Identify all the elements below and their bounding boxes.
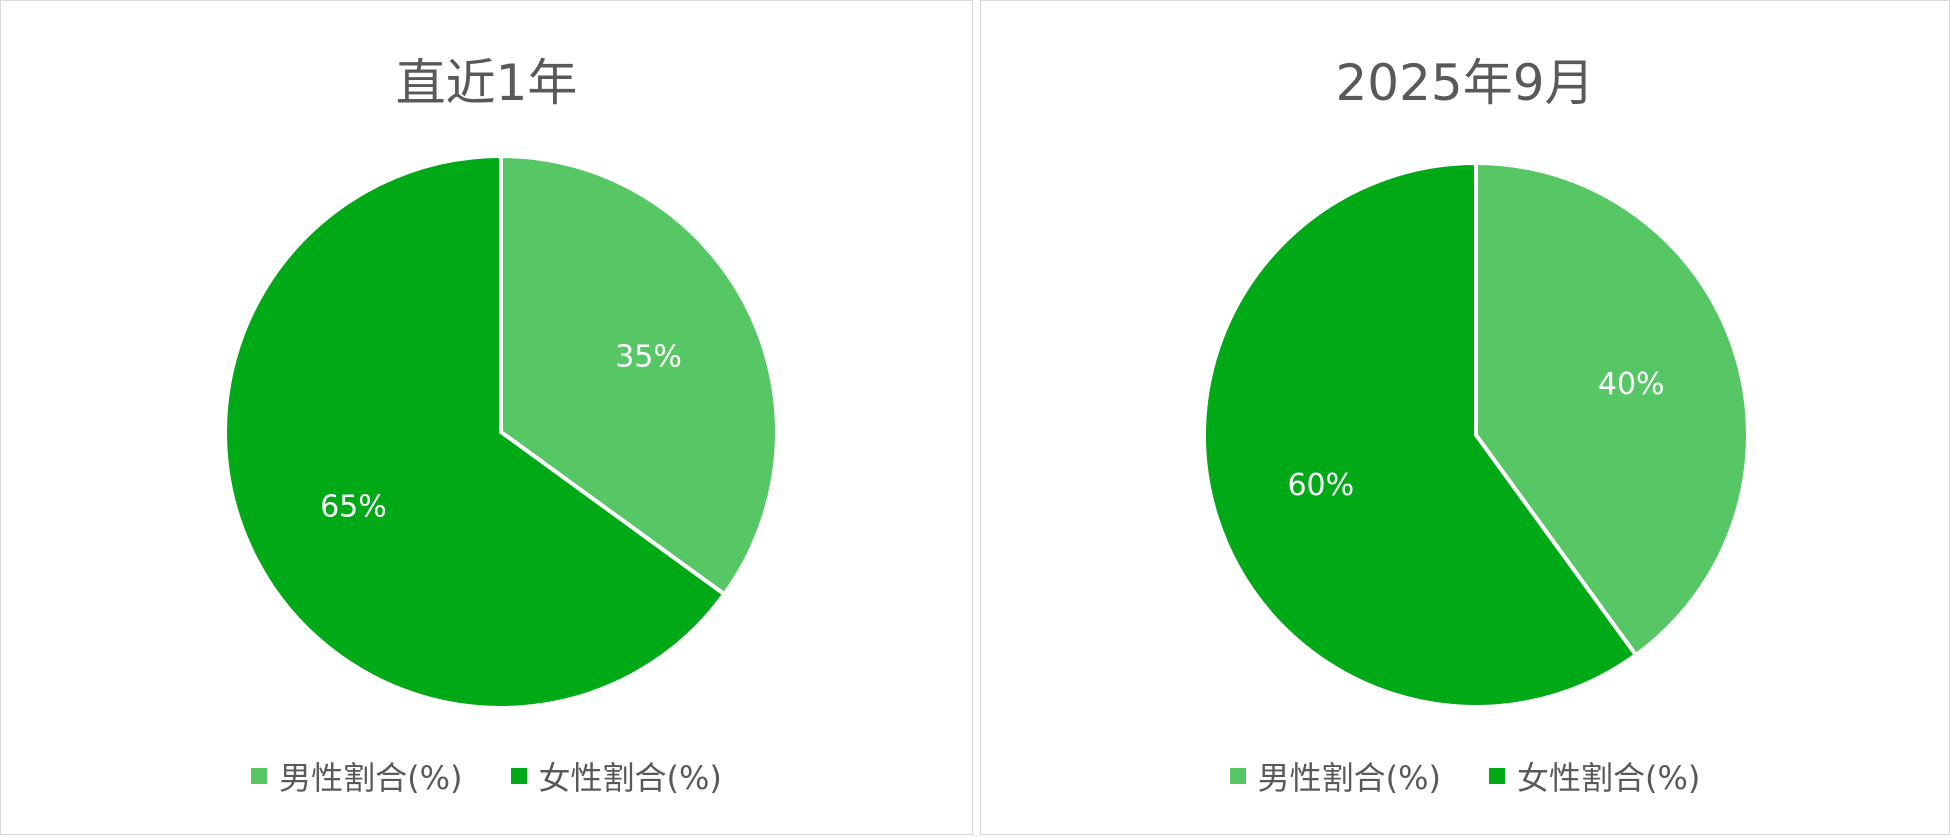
- legend-label-male: 男性割合(%): [1257, 759, 1441, 797]
- legend-swatch-female: [1489, 768, 1505, 784]
- legend: 男性割合(%) 女性割合(%): [1, 753, 972, 799]
- legend-swatch-female: [510, 768, 527, 784]
- chart-panel-2025-09: 2025年9月 40% 60% 男性割合(%) 女性割合(%): [980, 0, 1950, 835]
- chart-title: 2025年9月: [1335, 54, 1595, 112]
- legend-item-female: 女性割合(%): [1489, 753, 1700, 799]
- pie-chart: 35% 65%: [223, 154, 779, 710]
- data-label-female: 65%: [320, 490, 387, 525]
- legend-label-female: 女性割合(%): [1517, 759, 1701, 797]
- legend-label-female: 女性割合(%): [538, 759, 722, 797]
- legend-item-male: 男性割合(%): [251, 753, 463, 799]
- legend-item-male: 男性割合(%): [1229, 753, 1441, 799]
- data-label-female: 60%: [1287, 468, 1354, 503]
- legend: 男性割合(%) 女性割合(%): [981, 753, 1949, 799]
- data-label-male: 40%: [1598, 367, 1665, 402]
- pie-slice-female: [223, 154, 727, 710]
- chart-panel-recent-year: 直近1年 35% 65% 男性割合(%) 女性割合(%): [0, 0, 973, 835]
- legend-label-male: 男性割合(%): [279, 759, 463, 797]
- legend-swatch-male: [1229, 768, 1246, 784]
- pie-slice-female: [1202, 161, 1638, 709]
- legend-swatch-male: [251, 768, 268, 784]
- pie-slice-male: [1474, 161, 1750, 658]
- legend-item-female: 女性割合(%): [510, 753, 722, 799]
- chart-title: 直近1年: [395, 54, 578, 112]
- data-label-male: 35%: [615, 339, 682, 374]
- pie-chart: 40% 60%: [1202, 161, 1750, 709]
- pie-slice-male: [499, 154, 779, 597]
